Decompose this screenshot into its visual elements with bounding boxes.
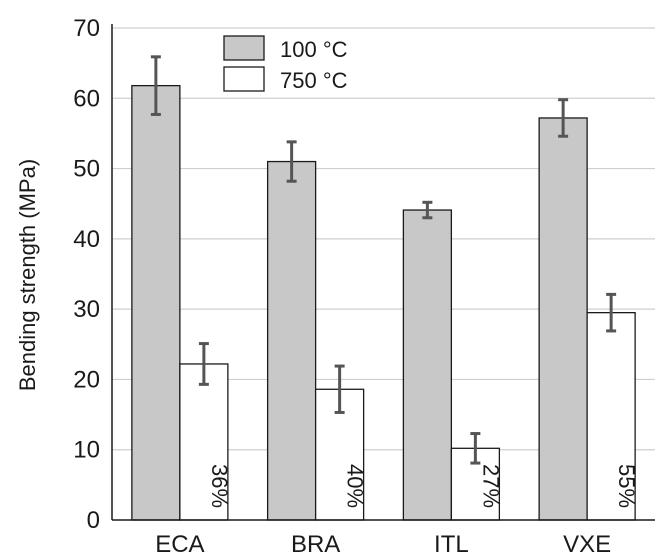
legend-label-series-1: 100 °C (280, 37, 348, 62)
bar-vxe-series-2 (586, 312, 636, 521)
pct-label-vxe: 55% (614, 464, 639, 508)
pct-label-itl: 27% (478, 464, 503, 508)
y-tick-label-0: 0 (87, 507, 100, 534)
y-tick-label-50: 50 (73, 156, 100, 183)
y-tick-labels: 0 10 20 30 40 50 60 70 (73, 15, 100, 534)
y-tick-label-70: 70 (73, 15, 100, 42)
bar-vxe-series-1 (538, 117, 588, 521)
x-tick-label-itl: ITL (434, 531, 469, 556)
x-tick-labels: ECA BRA ITL VXE (155, 531, 611, 556)
y-tick-label-40: 40 (73, 226, 100, 253)
legend: 100 °C 750 °C (223, 35, 348, 93)
axes (111, 24, 655, 521)
error-bars (150, 55, 617, 465)
percentage-labels: 36% 40% 27% 55% (207, 464, 639, 508)
x-tick-label-vxe: VXE (563, 531, 611, 556)
y-tick-label-30: 30 (73, 296, 100, 323)
y-axis-title: Bending strength (MPa) (15, 159, 40, 391)
legend-swatch-series-1 (223, 35, 265, 61)
bar-itl-series-1 (402, 209, 453, 521)
y-tick-label-60: 60 (73, 85, 100, 112)
bar-bra-series-1 (266, 160, 317, 521)
bar-eca-series-1 (131, 84, 181, 521)
legend-swatch-series-2 (223, 66, 265, 92)
x-tick-label-bra: BRA (291, 531, 340, 556)
bars (131, 84, 636, 521)
x-tick-label-eca: ECA (155, 531, 204, 556)
pct-label-eca: 36% (207, 464, 232, 508)
y-tick-label-10: 10 (73, 437, 100, 464)
y-tick-label-20: 20 (73, 366, 100, 393)
legend-label-series-2: 750 °C (280, 68, 348, 93)
pct-label-bra: 40% (343, 464, 368, 508)
